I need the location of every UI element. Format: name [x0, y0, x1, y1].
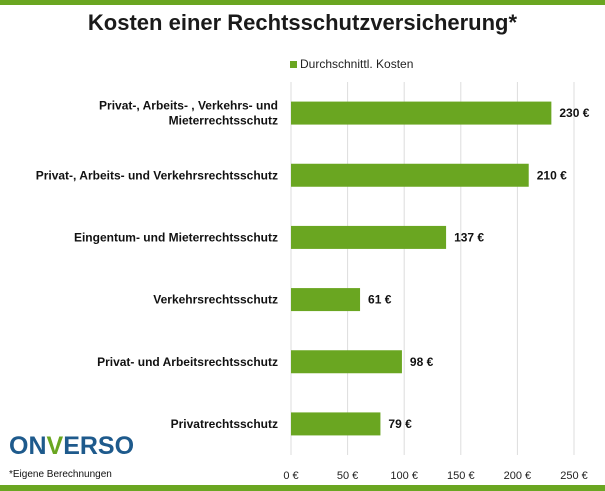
x-tick-label: 150 € [447, 470, 475, 482]
top-border [0, 0, 605, 5]
category-label: Privat-, Arbeits- und Verkehrsrechtsschu… [36, 168, 278, 182]
bar [291, 350, 402, 374]
bar-value-label: 230 € [559, 106, 589, 120]
x-tick-label: 0 € [283, 470, 298, 482]
bar-value-label: 61 € [368, 293, 392, 307]
bar-value-label: 137 € [454, 230, 484, 244]
x-tick-label: 200 € [504, 470, 532, 482]
legend: Durchschnittl. Kosten [290, 57, 413, 71]
legend-swatch [290, 60, 297, 68]
bar [291, 225, 447, 249]
category-label: Mieterrechtsschutz [169, 114, 278, 128]
bar [291, 412, 381, 436]
category-label: Privat- und Arbeitsrechtsschutz [97, 355, 278, 369]
legend-label: Durchschnittl. Kosten [300, 57, 414, 71]
bar-value-label: 210 € [537, 168, 567, 182]
x-tick-label: 100 € [390, 470, 418, 482]
category-label: Eingentum- und Mieterrechtsschutz [74, 230, 278, 244]
bar-value-label: 98 € [410, 355, 434, 369]
bar-value-label: 79 € [388, 417, 412, 431]
category-label: Verkehrsrechtsschutz [153, 293, 278, 307]
bottom-border [0, 485, 605, 491]
category-label: Privatrechtsschutz [171, 417, 278, 431]
bar [291, 288, 361, 312]
bar [291, 101, 552, 125]
category-label: Privat-, Arbeits- , Verkehrs- und [99, 99, 278, 113]
chart-title: Kosten einer Rechtsschutzversicherung* [87, 10, 518, 35]
x-tick-label: 50 € [337, 470, 358, 482]
bar [291, 163, 529, 187]
onverso-logo: ONVERSO [9, 432, 135, 460]
x-tick-label: 250 € [560, 470, 588, 482]
footnote: *Eigene Berechnungen [9, 469, 112, 480]
